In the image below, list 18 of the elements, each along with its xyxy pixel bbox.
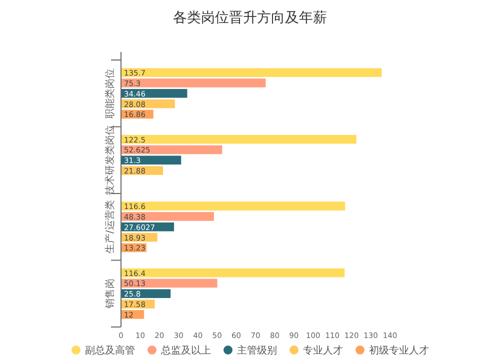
bar xyxy=(121,78,266,88)
y-tick-label: 生产/运营类 xyxy=(104,200,116,254)
legend-label: 初级专业人才 xyxy=(369,344,429,356)
legend-label: 总监及以上 xyxy=(160,344,211,356)
bar xyxy=(121,88,188,98)
y-tick-label: 职能类岗位 xyxy=(104,68,116,118)
bar xyxy=(121,202,346,210)
bar xyxy=(121,268,345,278)
y-tick-label: 销售岗 xyxy=(104,278,116,310)
bar xyxy=(121,156,182,165)
bar xyxy=(121,68,382,77)
legend-label: 副总及高管 xyxy=(85,344,135,356)
legend-label: 专业人才 xyxy=(303,344,343,356)
chart-title: 各类岗位晋升方向及年薪 xyxy=(173,10,327,26)
legend-label: 主管级别 xyxy=(237,344,277,356)
bar xyxy=(121,134,356,144)
bar xyxy=(121,212,214,221)
y-tick-label: 技术研发类岗位 xyxy=(104,125,116,196)
